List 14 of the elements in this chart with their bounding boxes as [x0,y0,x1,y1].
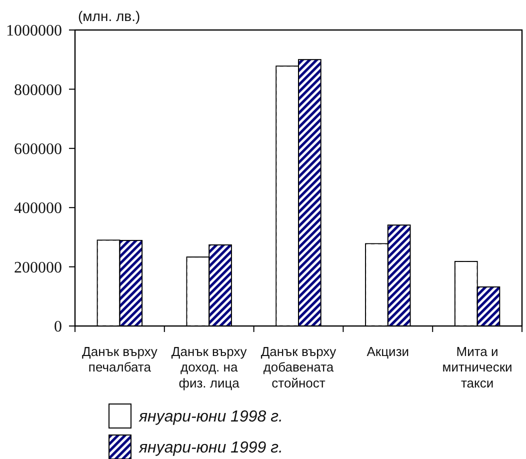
legend-label: януари-юни 1998 г. [138,408,283,426]
x-tick-label: Мита и митнически такси [442,344,512,390]
x-tick-label: Данък върху доход. на физ. лица [171,344,248,390]
x-tick-label: Данък върху добавената стойност [260,344,337,390]
x-tick-label: Акцизи [366,344,410,359]
y-tick-label: 200000 [14,259,62,276]
y-tick-label: 800000 [14,82,62,99]
y-tick-label: 400000 [14,200,62,218]
legend-label: януари-юни 1999 г. [138,440,283,457]
y-tick-label: 1000000 [6,22,62,40]
y-tick-label: 0 [54,318,62,336]
x-tick-label: Данък върху печалбата [82,344,158,375]
y-axis-title: (млн. лв.) [78,8,140,24]
y-tick-label: 600000 [14,141,62,158]
